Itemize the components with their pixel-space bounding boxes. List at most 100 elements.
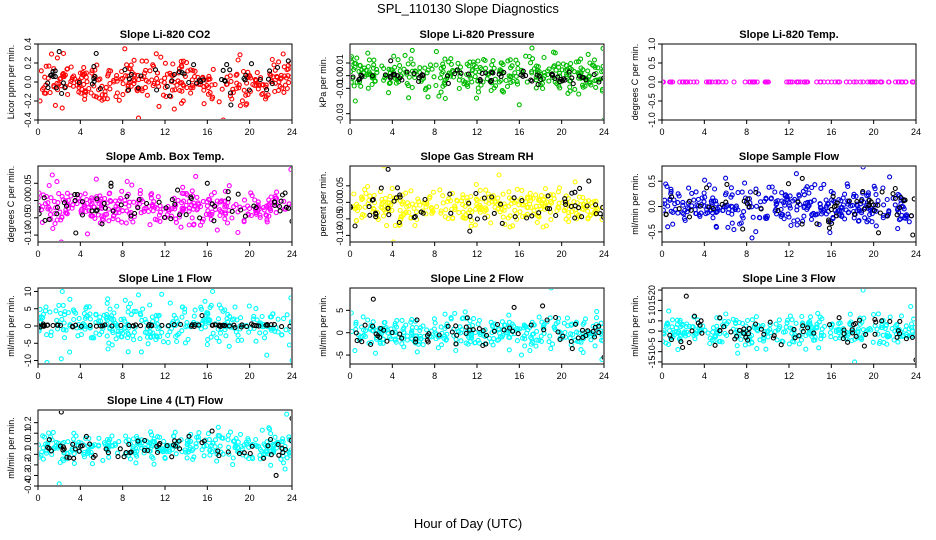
data-point	[803, 333, 809, 339]
data-point	[453, 347, 459, 354]
data-point	[707, 340, 713, 347]
data-point	[910, 232, 915, 238]
data-point	[381, 320, 387, 326]
data-point	[794, 203, 800, 210]
data-point	[569, 190, 575, 196]
data-point	[548, 217, 554, 223]
x-tick-label: 12	[160, 493, 170, 503]
data-point	[871, 183, 877, 189]
data-point	[663, 212, 669, 218]
data-point	[897, 333, 903, 340]
data-point	[456, 85, 462, 92]
data-point	[482, 208, 488, 214]
data-point	[490, 324, 496, 330]
data-point	[890, 195, 896, 201]
data-point	[406, 95, 412, 101]
data-point	[370, 328, 376, 334]
data-point	[405, 61, 411, 67]
data-point	[592, 334, 598, 340]
data-point	[568, 61, 574, 67]
data-point	[467, 213, 473, 219]
data-point	[71, 455, 77, 461]
data-point	[449, 190, 455, 196]
data-point	[749, 204, 755, 210]
data-point	[555, 74, 561, 80]
data-point	[386, 66, 392, 72]
data-point	[205, 208, 211, 214]
x-tick-label: 8	[120, 249, 125, 259]
data-point	[237, 204, 243, 210]
data-point	[413, 339, 419, 345]
data-point	[398, 73, 404, 79]
data-point	[362, 204, 368, 210]
data-point	[100, 323, 106, 329]
data-point	[506, 312, 512, 318]
data-point	[219, 77, 225, 83]
data-point	[131, 81, 137, 87]
data-point	[83, 433, 89, 439]
data-point	[854, 198, 860, 205]
data-point	[875, 230, 882, 236]
data-point	[276, 59, 282, 65]
data-point	[95, 443, 102, 449]
data-point	[827, 322, 833, 328]
data-point	[706, 204, 712, 210]
data-point	[540, 224, 546, 230]
data-point	[757, 337, 763, 343]
data-point	[205, 337, 211, 343]
data-point	[58, 356, 64, 362]
data-point	[875, 202, 881, 208]
data-point	[147, 68, 153, 74]
x-tick-label: 8	[432, 249, 437, 259]
data-point	[851, 79, 857, 85]
data-point	[217, 433, 223, 439]
data-point	[257, 330, 263, 336]
data-point	[248, 61, 255, 67]
data-point	[499, 334, 505, 340]
y-tick-label: 0.0	[647, 76, 657, 89]
data-point	[60, 50, 67, 57]
data-point	[188, 323, 195, 329]
data-point	[404, 69, 410, 75]
x-tick-label: 8	[120, 127, 125, 137]
data-point	[169, 446, 175, 453]
x-tick-label: 24	[287, 127, 297, 137]
data-point	[544, 205, 551, 212]
data-point	[757, 215, 763, 221]
data-point	[225, 311, 231, 317]
data-point	[209, 428, 215, 434]
data-point	[474, 197, 480, 203]
data-point	[566, 219, 572, 225]
data-point	[676, 206, 682, 212]
data-point	[409, 330, 415, 336]
data-point	[714, 209, 720, 215]
data-point	[884, 333, 890, 339]
data-point	[400, 199, 406, 205]
data-point	[45, 80, 51, 86]
data-point	[149, 323, 155, 329]
data-point	[877, 339, 883, 345]
data-point	[246, 205, 253, 212]
data-point	[534, 219, 540, 225]
data-point	[244, 324, 250, 330]
data-point	[833, 336, 839, 342]
y-tick-label: -0.5	[647, 224, 657, 240]
data-point	[236, 451, 243, 457]
data-point	[837, 320, 843, 326]
data-point	[39, 306, 43, 312]
data-point	[104, 321, 110, 327]
data-point	[735, 207, 741, 213]
x-tick-label: 4	[702, 249, 707, 259]
data-point	[287, 452, 291, 458]
data-point	[761, 198, 767, 204]
data-point	[734, 343, 740, 349]
data-point	[205, 85, 211, 91]
data-point	[856, 317, 863, 323]
data-point	[76, 84, 82, 90]
data-point	[135, 438, 141, 444]
data-point	[39, 211, 42, 217]
data-point	[710, 206, 716, 212]
data-point	[278, 198, 284, 204]
data-point	[121, 316, 127, 322]
data-point	[870, 311, 877, 318]
